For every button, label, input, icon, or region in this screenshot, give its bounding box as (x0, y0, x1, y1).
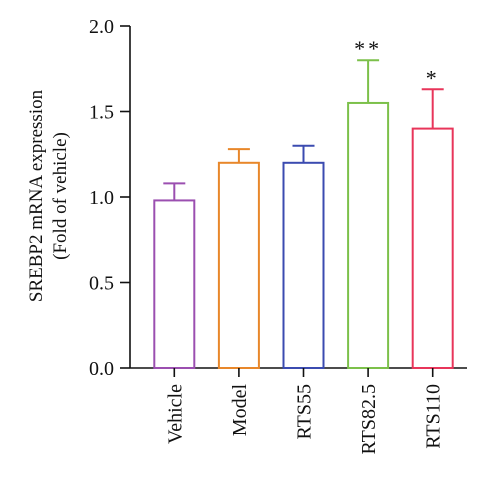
y-tick-label: 0.0 (89, 358, 114, 380)
y-axis-title: SREBP2 mRNA expression (Fold of vehicle) (26, 89, 71, 302)
x-tick-label: Model (229, 384, 251, 437)
y-axis: 0.0 0.5 1.0 1.5 2.0 (89, 16, 131, 380)
bar (282, 161, 325, 369)
x-tick-labels: Vehicle Model RTS55 RTS82.5 RTS110 (164, 368, 445, 454)
bar-group-3 (282, 144, 325, 369)
significance-marker: * (426, 65, 440, 90)
significance-marker: ** (354, 36, 382, 61)
bar-group-4: ** (347, 36, 390, 369)
x-tick-label: RTS55 (294, 384, 316, 439)
x-tick-label: Vehicle (164, 384, 186, 444)
y-axis-title-line1: SREBP2 mRNA expression (26, 89, 47, 302)
y-tick-label: 0.5 (89, 273, 114, 295)
bar (347, 101, 390, 369)
bar-group-1 (153, 182, 196, 369)
bar-group-5: * (411, 65, 454, 369)
bars-group: *** (153, 36, 454, 369)
x-tick-label: RTS82.5 (358, 384, 380, 454)
bar-group-2 (217, 148, 260, 369)
bar (217, 161, 260, 369)
y-tick-label: 1.0 (89, 187, 114, 209)
y-tick-label: 2.0 (89, 16, 114, 38)
y-axis-title-line2: (Fold of vehicle) (50, 132, 71, 260)
bar (411, 127, 454, 369)
y-tick-label: 1.5 (89, 102, 114, 124)
bar (153, 199, 196, 369)
x-tick-label: RTS110 (423, 384, 445, 449)
